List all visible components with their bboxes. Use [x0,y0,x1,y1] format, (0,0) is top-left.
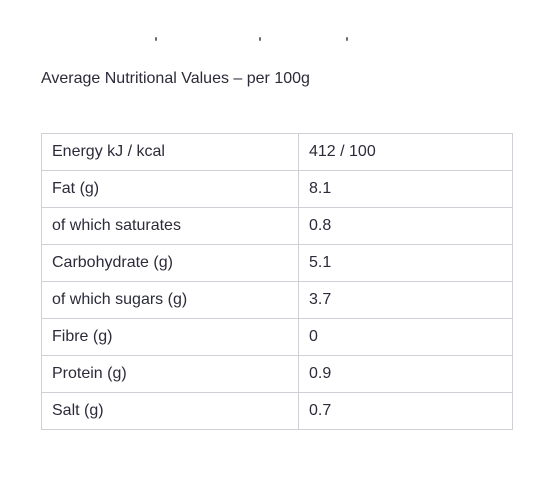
nutrient-value: 0.7 [298,392,513,430]
nutrient-name: Fat (g) [41,170,299,208]
nutrient-name: of which sugars (g) [41,281,299,319]
nutrient-name: Carbohydrate (g) [41,244,299,282]
nutrient-value: 3.7 [298,281,513,319]
nutrient-value: 5.1 [298,244,513,282]
table-row: Energy kJ / kcal 412 / 100 [41,133,513,171]
table-row: of which sugars (g) 3.7 [41,281,513,319]
clipped-glyph [259,37,261,41]
table-row: Fibre (g) 0 [41,318,513,356]
table-row: of which saturates 0.8 [41,207,513,245]
nutrient-value: 0.8 [298,207,513,245]
nutrient-value: 0 [298,318,513,356]
nutrition-heading: Average Nutritional Values – per 100g [41,70,310,87]
nutrient-name: Salt (g) [41,392,299,430]
nutrient-value: 412 / 100 [298,133,513,171]
nutrition-table: Energy kJ / kcal 412 / 100 Fat (g) 8.1 o… [41,133,513,430]
table-row: Carbohydrate (g) 5.1 [41,244,513,282]
nutrient-name: Energy kJ / kcal [41,133,299,171]
nutrient-name: Protein (g) [41,355,299,393]
nutrient-value: 0.9 [298,355,513,393]
table-row: Fat (g) 8.1 [41,170,513,208]
clipped-glyph [155,37,157,41]
nutrient-name: of which saturates [41,207,299,245]
nutrient-name: Fibre (g) [41,318,299,356]
table-row: Salt (g) 0.7 [41,392,513,430]
table-row: Protein (g) 0.9 [41,355,513,393]
clipped-text-line [0,0,550,44]
nutrient-value: 8.1 [298,170,513,208]
clipped-glyph [346,37,348,41]
